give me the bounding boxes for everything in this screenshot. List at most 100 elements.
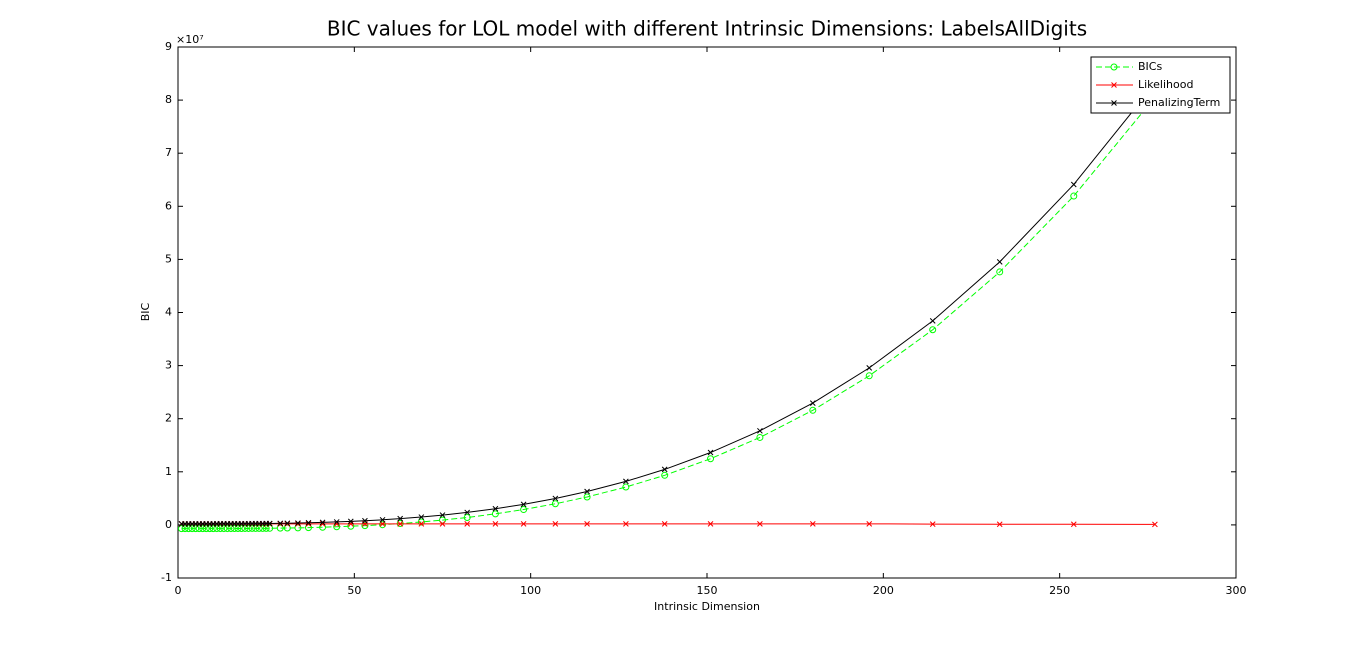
- legend-label: BICs: [1138, 60, 1162, 73]
- marker: [181, 525, 189, 533]
- y-tick-label: 4: [165, 306, 172, 319]
- y-tick-label: 7: [165, 146, 172, 159]
- marker: [178, 525, 186, 533]
- marker: [520, 520, 527, 527]
- marker: [552, 520, 559, 527]
- marker: [757, 520, 763, 527]
- marker: [1111, 100, 1117, 106]
- y-tick-label: 8: [165, 93, 172, 106]
- marker: [492, 505, 499, 512]
- marker: [551, 500, 559, 508]
- marker: [227, 525, 235, 533]
- marker: [756, 433, 764, 441]
- marker: [223, 525, 231, 533]
- marker: [520, 501, 527, 508]
- marker: [379, 521, 387, 529]
- marker: [248, 524, 256, 532]
- marker: [929, 318, 936, 324]
- y-tick-label: 0: [165, 518, 172, 531]
- y-tick-label: 3: [165, 359, 172, 372]
- marker: [362, 517, 368, 524]
- marker: [866, 520, 873, 527]
- marker: [463, 513, 471, 521]
- marker: [417, 518, 425, 526]
- y-tick-label: 5: [165, 252, 172, 265]
- series-line: [181, 523, 1155, 525]
- marker: [230, 525, 238, 533]
- marker: [583, 493, 591, 501]
- marker: [520, 506, 528, 514]
- marker: [347, 520, 354, 527]
- y-tick-label: -1: [161, 571, 172, 584]
- marker: [439, 512, 446, 518]
- marker: [552, 495, 559, 502]
- x-tick-label: 250: [1049, 584, 1070, 597]
- marker: [1070, 192, 1078, 200]
- marker: [213, 525, 221, 533]
- marker: [304, 524, 312, 532]
- marker: [439, 520, 446, 527]
- x-tick-label: 300: [1226, 584, 1247, 597]
- plot-frame: [177, 46, 1237, 579]
- marker: [397, 515, 404, 522]
- x-tick-label: 200: [873, 584, 894, 597]
- marker: [1111, 82, 1117, 88]
- x-tick-label: 100: [520, 584, 541, 597]
- marker: [199, 525, 207, 533]
- marker: [707, 520, 714, 527]
- marker: [622, 483, 630, 491]
- marker: [284, 520, 291, 527]
- chart-title: BIC values for LOL model with different …: [327, 17, 1087, 41]
- y-multiplier: ×10⁷: [176, 33, 204, 46]
- marker: [283, 524, 291, 532]
- marker: [439, 516, 446, 524]
- marker: [266, 520, 273, 527]
- marker: [220, 525, 228, 533]
- legend-label: Likelihood: [1138, 78, 1193, 91]
- marker: [295, 520, 301, 526]
- marker: [707, 449, 714, 456]
- marker: [623, 478, 629, 485]
- marker: [809, 406, 817, 414]
- x-tick-label: 150: [697, 584, 718, 597]
- marker: [294, 524, 302, 532]
- marker: [661, 520, 668, 527]
- marker: [929, 326, 937, 334]
- marker: [277, 520, 284, 527]
- marker: [255, 524, 263, 532]
- marker: [319, 519, 326, 526]
- marker: [1070, 181, 1077, 188]
- series-line: [181, 96, 1156, 530]
- marker: [245, 524, 253, 532]
- marker: [195, 525, 203, 533]
- marker: [929, 521, 936, 527]
- marker: [234, 525, 242, 533]
- marker: [584, 488, 590, 495]
- marker: [1152, 521, 1158, 528]
- legend-label: PenalizingTerm: [1138, 96, 1220, 109]
- marker: [809, 400, 816, 406]
- marker: [305, 520, 312, 527]
- marker: [809, 520, 816, 527]
- marker: [1070, 521, 1077, 528]
- marker: [185, 525, 193, 533]
- marker: [996, 521, 1003, 528]
- marker: [202, 525, 210, 533]
- x-axis-label: Intrinsic Dimension: [654, 600, 760, 613]
- x-tick-label: 50: [347, 584, 361, 597]
- marker: [464, 520, 471, 527]
- marker: [347, 518, 354, 525]
- marker: [866, 365, 873, 371]
- marker: [623, 520, 629, 527]
- marker: [492, 520, 499, 527]
- y-tick-label: 2: [165, 412, 172, 425]
- marker: [262, 524, 270, 532]
- marker: [996, 259, 1003, 265]
- y-tick-label: 6: [165, 199, 172, 212]
- marker: [491, 510, 499, 518]
- marker: [418, 520, 425, 527]
- y-tick-label: 1: [165, 465, 172, 478]
- marker: [1110, 63, 1118, 71]
- marker: [397, 520, 404, 527]
